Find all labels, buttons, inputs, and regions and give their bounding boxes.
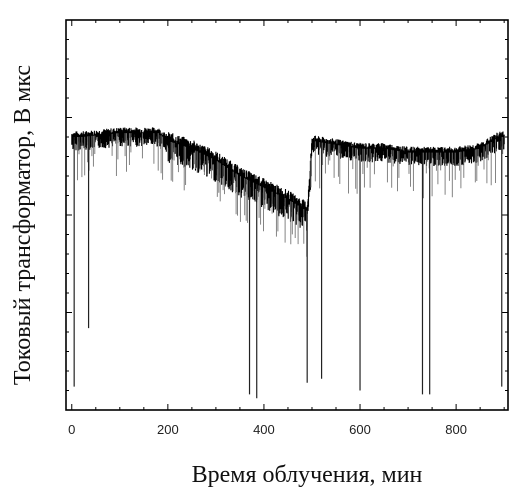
axis-labels: Время облучения, мин Токовый трансформат… [10, 65, 423, 488]
series-line [71, 127, 505, 231]
series-group [71, 127, 505, 399]
x-axis-label: Время облучения, мин [192, 462, 423, 488]
series-spread [77, 133, 504, 257]
x-tick-label: 600 [349, 422, 371, 437]
x-tick-label: 200 [157, 422, 179, 437]
x-axis-ticks: 0 200 400 600 800 [68, 20, 505, 437]
plot-border [65, 19, 509, 411]
x-tick-label: 0 [68, 422, 75, 437]
y-axis-ticks [66, 39, 508, 391]
plot-frame [65, 19, 509, 411]
x-tick-label: 400 [253, 422, 275, 437]
y-axis-label: Токовый трансформатор, В мкс [10, 65, 36, 385]
x-tick-label: 800 [445, 422, 467, 437]
